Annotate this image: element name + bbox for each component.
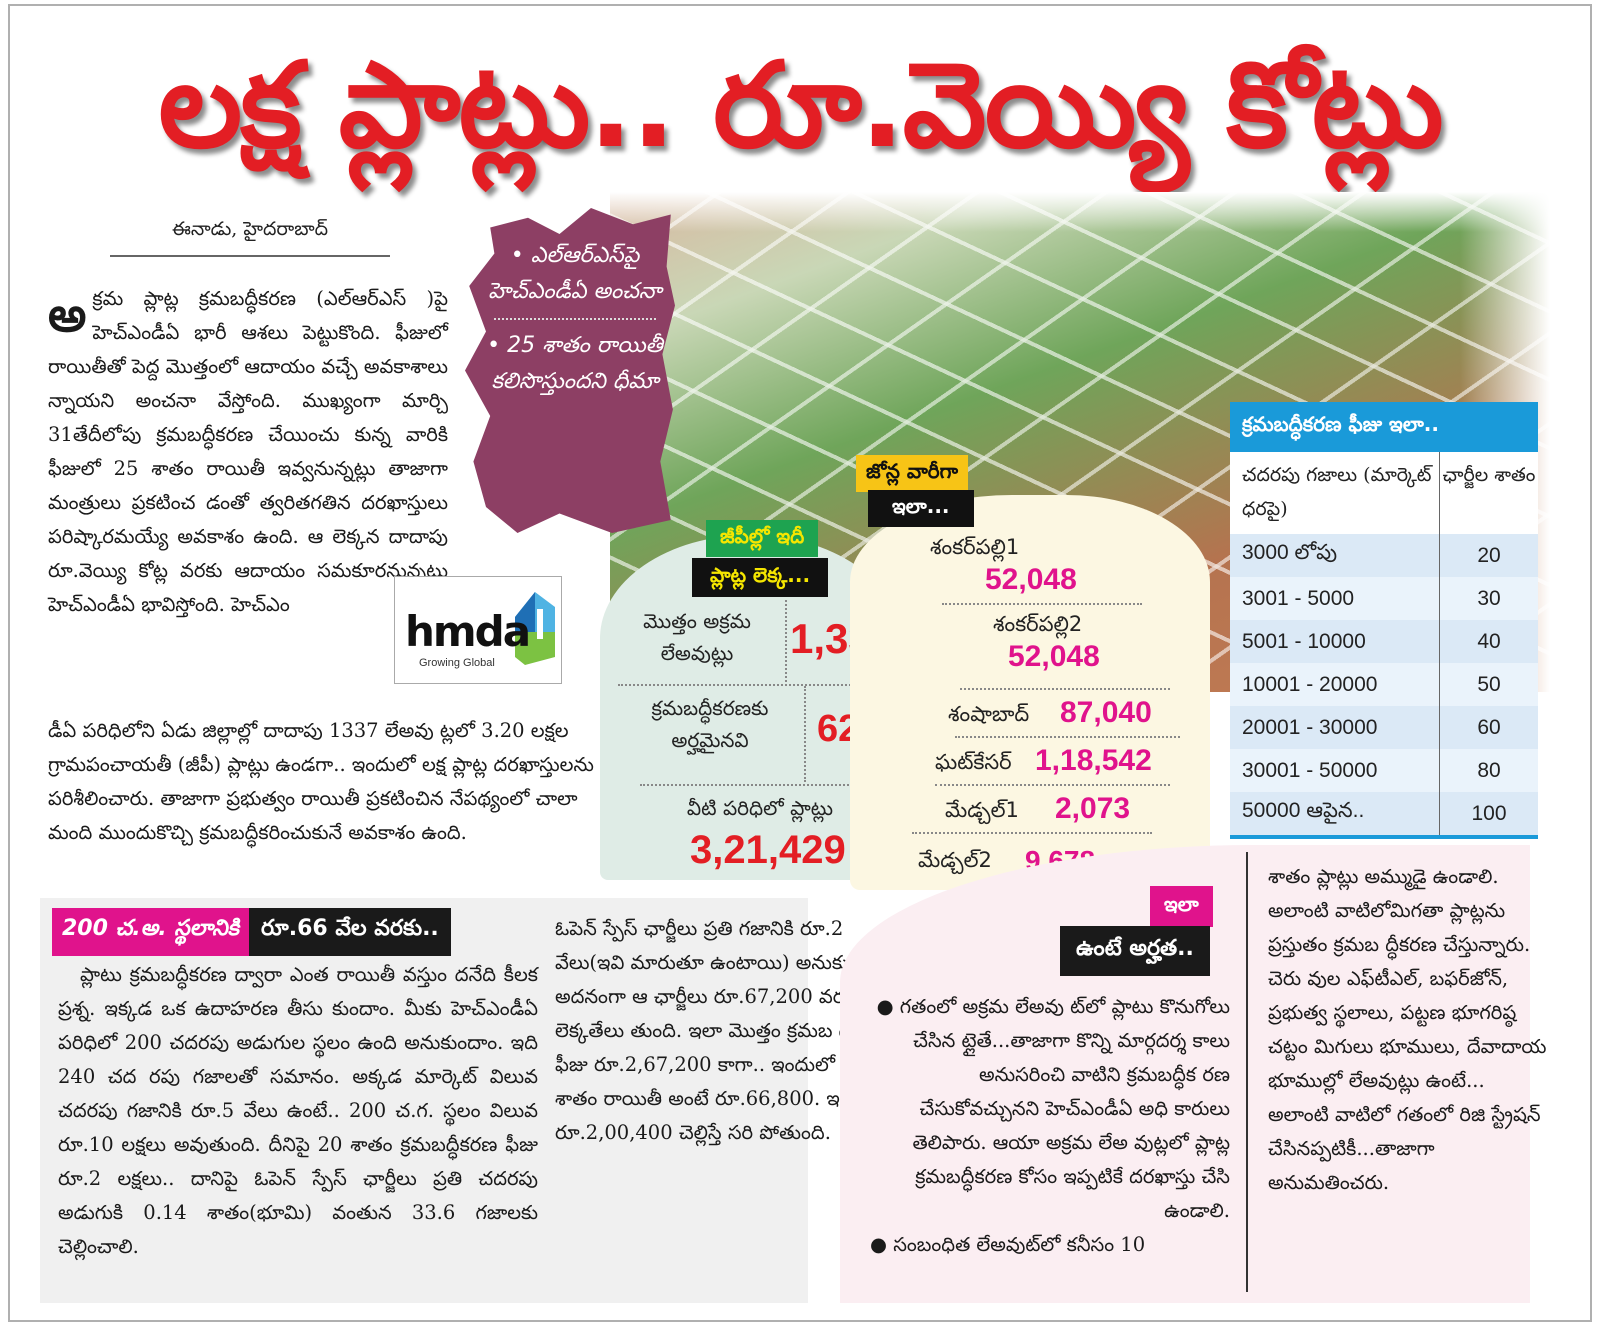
cell-range: 30001 - 50000 [1230, 749, 1440, 792]
table-row: 3001 - 5000 30 [1230, 577, 1538, 620]
cell-range: 5001 - 10000 [1230, 620, 1440, 663]
gp-title-line2: ప్లాట్ల లెక్క... [692, 558, 829, 597]
table-row: 30001 - 50000 80 [1230, 749, 1538, 792]
gp-eligible-label: క్రమబద్ధీకరణకు అర్హమైనవి [651, 696, 769, 752]
zone-name: శంకర్‌పల్లి2 [993, 612, 1083, 636]
highlight-item: • ఎల్‌ఆర్‌ఎస్‌పై హెచ్‌ఎండీఏ అంచనా [488, 243, 662, 304]
zone-title-line1: జోన్ల వారీగా [856, 455, 969, 492]
zone-name: మేడ్చల్1 [945, 798, 1019, 822]
zone-value: 2,073 [1055, 792, 1131, 825]
cell-percent: 60 [1477, 715, 1501, 739]
gp-title-line1: జీపీల్లో ఇదీ [706, 520, 819, 557]
eligibility-column: ● గతంలో అక్రమ లేఅవు ట్‌లో ప్లాటు కొనుగోల… [870, 990, 1230, 1262]
cell-percent: 100 [1471, 801, 1507, 825]
cell-percent: 80 [1477, 758, 1501, 782]
headline: లక్ష ప్లాట్లు.. రూ.వెయ్యి కోట్లు [158, 36, 1443, 174]
cell-percent: 30 [1477, 586, 1501, 610]
zone-title-line2: ఇలా... [868, 490, 974, 527]
zone-panel [850, 495, 1210, 890]
eligibility-column-2: శాతం ప్లాట్లు అమ్ముడై ఉండాలి. అలాంటి వాట… [1268, 865, 1547, 1194]
fee-table-header: చదరపు గజాలు (మార్కెట్ ధరపై) ఛార్జీల శాతం [1230, 452, 1538, 534]
zone-name: మేడ్చల్2 [918, 848, 992, 872]
dateline: ఈనాడు, హైదరాబాద్ [110, 218, 390, 257]
eligibility-heading-pink: ఇలా [1150, 886, 1213, 927]
zone-name: ఘట్‌కేసర్ [935, 750, 1012, 774]
table-row: 20001 - 30000 60 [1230, 706, 1538, 749]
eligibility-bullet: ● గతంలో అక్రమ లేఅవు ట్‌లో ప్లాటు కొనుగోల… [876, 995, 1230, 1222]
zone-value: 1,18,542 [1035, 744, 1152, 777]
cell-range: 3001 - 5000 [1230, 577, 1440, 620]
zone-value: 52,048 [985, 563, 1077, 596]
gp-plots-value: 3,21,429 [690, 828, 846, 872]
table-row: 3000 లోపు 20 [1230, 534, 1538, 577]
zone-name: శంషాబాద్ [948, 702, 1030, 726]
cell-percent: 50 [1477, 672, 1501, 696]
highlights-text: • ఎల్‌ఆర్‌ఎస్‌పై హెచ్‌ఎండీఏ అంచనా • 25 శ… [480, 238, 670, 400]
fee-table-body: 3000 లోపు 20 3001 - 5000 30 5001 - 10000 40… [1230, 534, 1538, 835]
zone-value: 87,040 [1060, 696, 1152, 729]
fee-table-title: క్రమబద్ధీకరణ ఫీజు ఇలా.. [1230, 402, 1538, 452]
highlight-item: • 25 శాతం రాయితీ కలిసొస్తుందని ధీమా [487, 333, 663, 394]
hmda-house-icon [515, 592, 555, 665]
cell-range: 3000 లోపు [1230, 534, 1440, 577]
gp-plots-label: వీటి పరిధిలో ప్లాట్లు [686, 796, 834, 820]
example-heading: 200 చ.అ. స్థలానికి రూ.66 వేల వరకు.. [52, 908, 451, 956]
drop-cap: అ [48, 287, 87, 343]
example-heading-pink: 200 చ.అ. స్థలానికి [52, 908, 250, 956]
fee-table: క్రమబద్ధీకరణ ఫీజు ఇలా.. చదరపు గజాలు (మార… [1230, 402, 1538, 839]
zone-value: 52,048 [1008, 640, 1100, 673]
example-box [40, 898, 808, 1303]
zone-name: శంకర్‌పల్లి1 [930, 535, 1020, 559]
eligibility-heading-black: ఉంటే అర్హత.. [1060, 926, 1210, 976]
hmda-logo: hmda Growing Global [394, 576, 562, 684]
example-column-1: ప్లాటు క్రమబద్ధీకరణ ద్వారా ఎంత రాయితీ వస… [58, 963, 538, 1258]
cell-percent: 40 [1477, 629, 1501, 653]
cell-percent: 20 [1477, 543, 1501, 567]
cell-range: 10001 - 20000 [1230, 663, 1440, 706]
highlights-splash [465, 208, 675, 533]
header-charge-percent: ఛార్జీల శాతం [1442, 464, 1536, 486]
header-sq-yards: చదరపు గజాలు (మార్కెట్ ధరపై) [1230, 452, 1440, 534]
lead-continued: డీఏ పరిధిలోని ఏడు జిల్లాల్లో దాదాపు 1337… [48, 719, 594, 844]
lead-text: క్రమ ప్లాట్ల క్రమబద్ధీకరణ (ఎల్‌ఆర్‌ఎస్ )… [48, 287, 448, 616]
lead-paragraph: అ క్రమ ప్లాట్ల క్రమబద్ధీకరణ (ఎల్‌ఆర్‌ఎస్… [48, 282, 448, 622]
gp-total-layouts-label: మొత్తం అక్రమ లేఅవుట్లు [643, 609, 751, 665]
cell-range: 20001 - 30000 [1230, 706, 1440, 749]
table-row: 5001 - 10000 40 [1230, 620, 1538, 663]
column-divider [1246, 852, 1248, 1292]
hmda-wordmark: hmda [405, 607, 531, 656]
example-column-2: ఓపెన్ స్పేస్ ఛార్జీలు ప్రతి గజానికి రూ.2… [555, 917, 900, 1144]
hmda-tagline: Growing Global [419, 657, 495, 669]
example-heading-black: రూ.66 వేల వరకు.. [249, 908, 451, 956]
eligibility-bullet: ● సంబంధిత లేఅవుట్‌లో కనీసం 10 [870, 1233, 1146, 1256]
cell-range: 50000 ఆపైన.. [1230, 792, 1440, 835]
table-row: 50000 ఆపైన.. 100 [1230, 792, 1538, 835]
table-row: 10001 - 20000 50 [1230, 663, 1538, 706]
